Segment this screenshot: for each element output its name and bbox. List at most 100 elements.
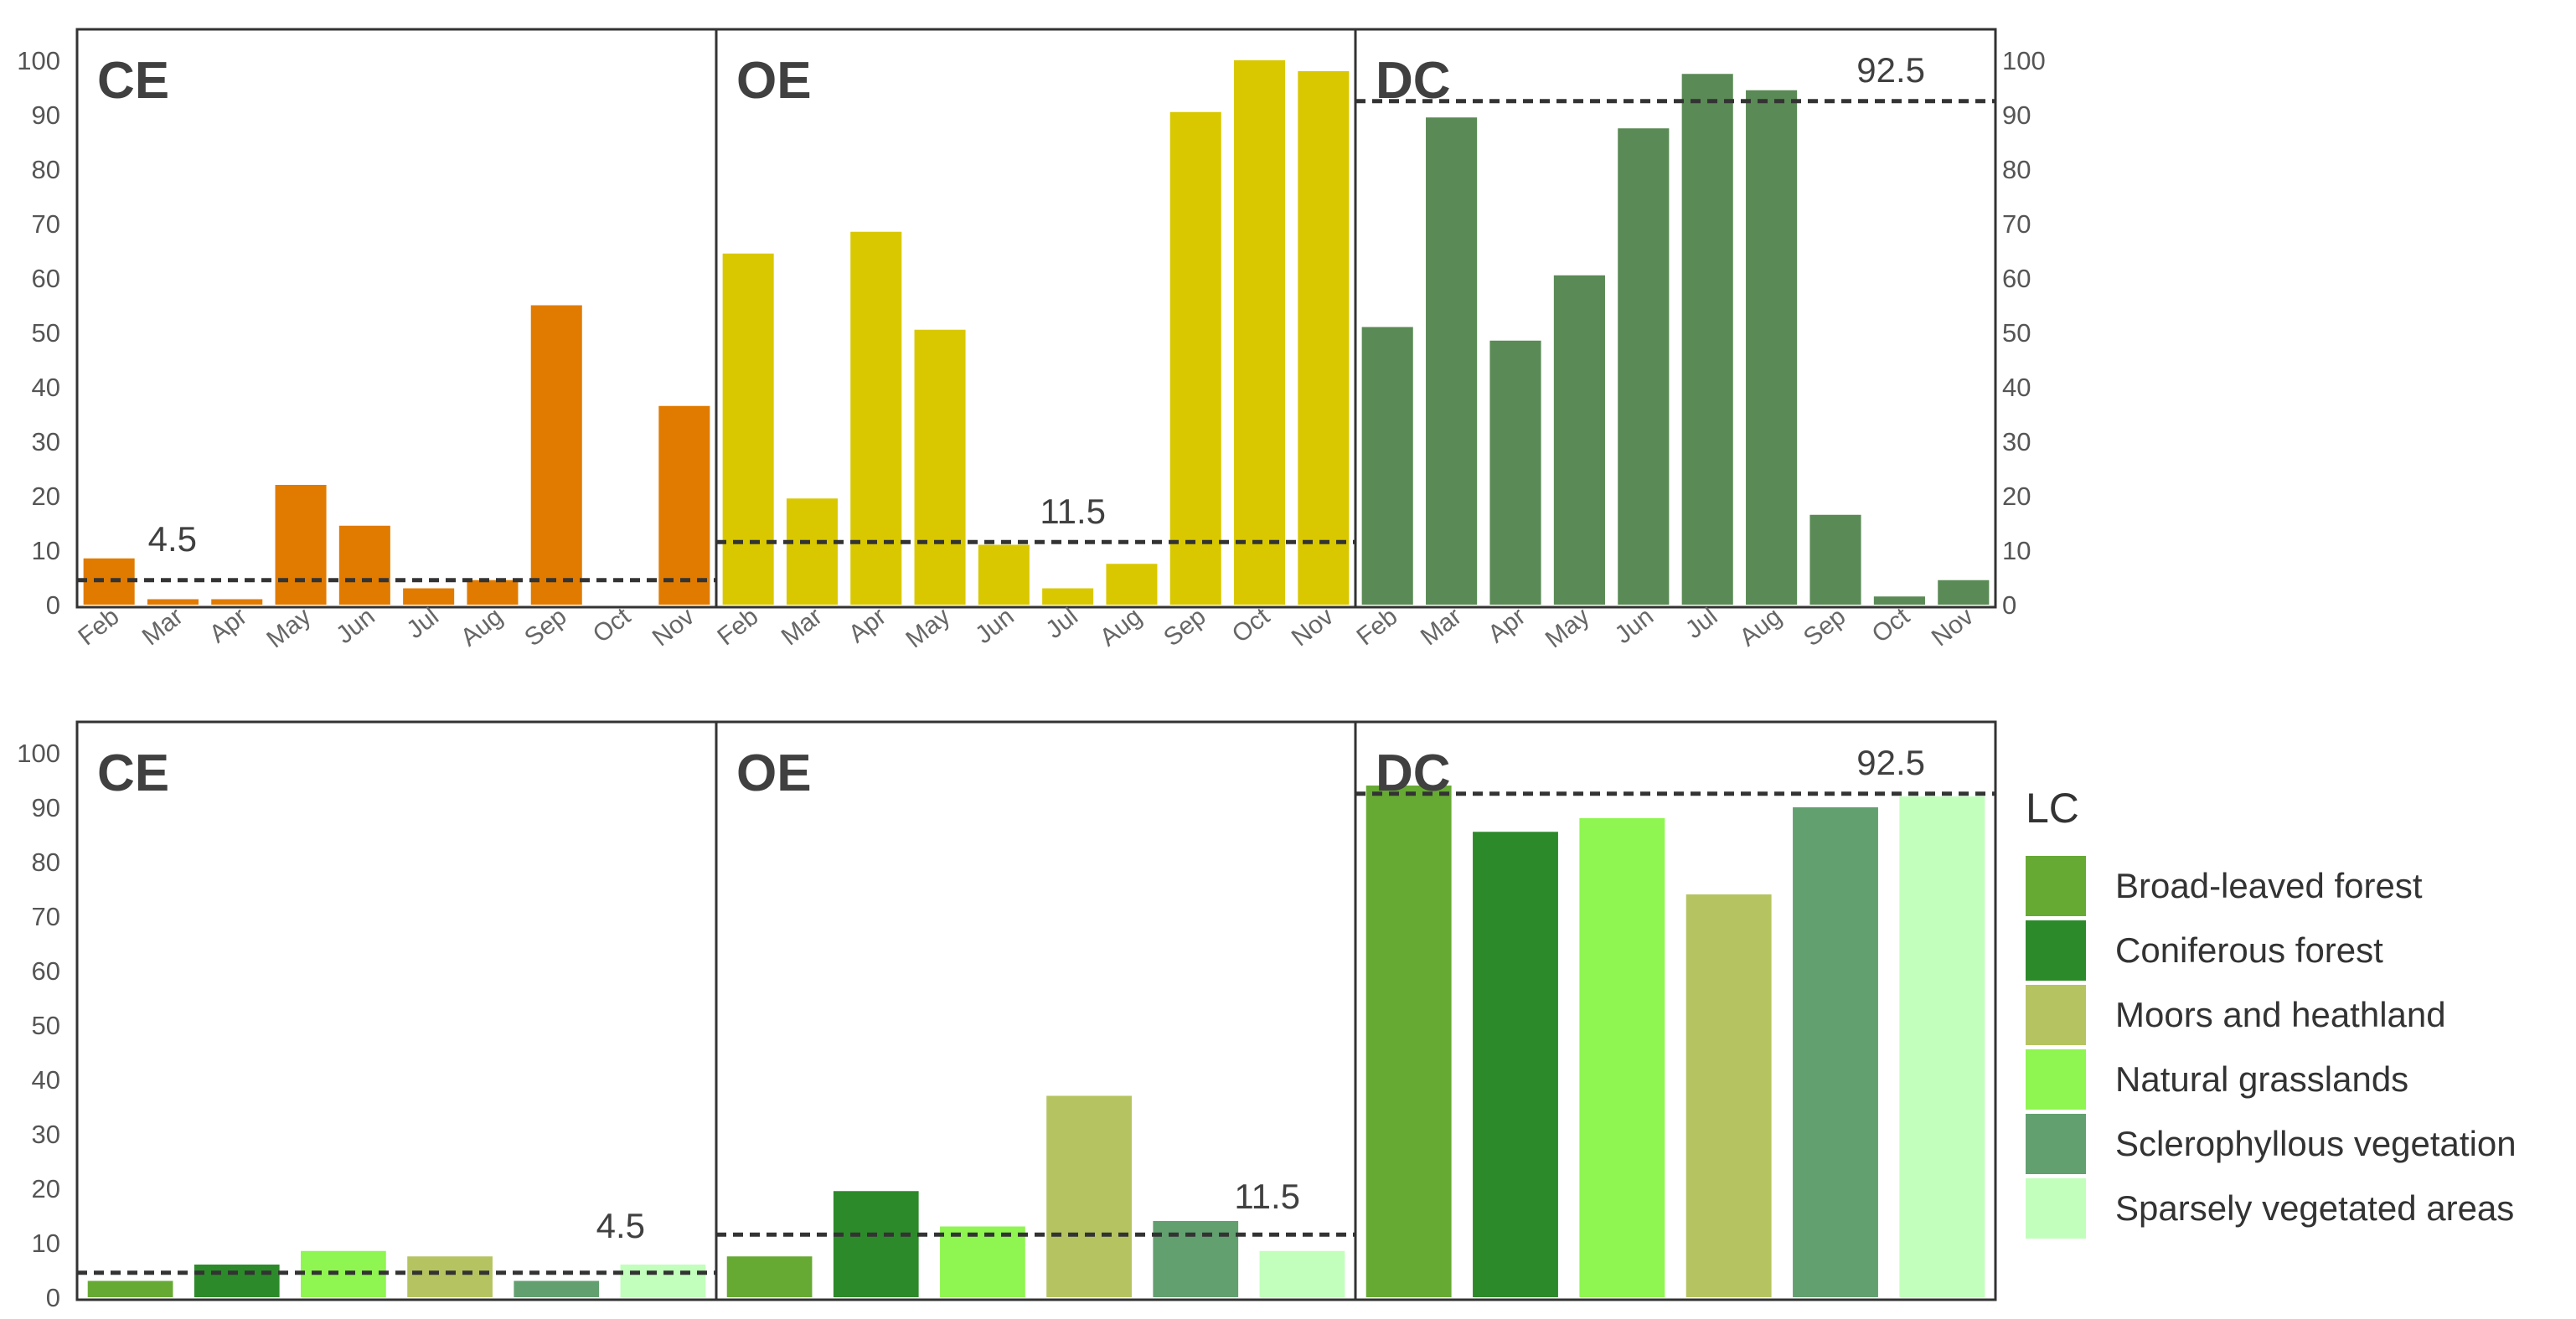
y-tick-label: 70	[32, 209, 60, 239]
bar-ce-aug	[467, 580, 519, 605]
y-tick-label: 20	[32, 482, 60, 511]
y-tick-label: 80	[32, 848, 60, 877]
y-tick-label: 70	[32, 902, 60, 931]
x-tick-label: May	[1541, 603, 1595, 654]
x-tick-label: Nov	[1927, 603, 1979, 652]
bar-ce-nov	[658, 405, 710, 605]
panel-oe-by-land-cover: 11.5 OE	[715, 720, 1357, 1301]
x-tick-label: Sep	[1159, 603, 1211, 652]
legend: LC Broad-leaved forest Coniferous forest M…	[2026, 785, 2517, 1239]
reference-value-label: 92.5	[1856, 50, 1925, 90]
legend-label: Moors and heathland	[2115, 995, 2446, 1034]
legend-label: Natural grasslands	[2115, 1059, 2408, 1099]
y-tick-label: 30	[2002, 427, 2031, 456]
y-tick-label: 90	[32, 793, 60, 822]
reference-value-label: 4.5	[148, 519, 197, 559]
bar-dc-natural-grasslands	[1579, 818, 1665, 1297]
y-tick-label: 0	[46, 1283, 60, 1312]
x-tick-label: Aug	[456, 603, 508, 652]
y-tick-label: 0	[2002, 590, 2016, 620]
bar-dc-may	[1553, 275, 1605, 605]
panel-title: DC	[1376, 52, 1451, 110]
bar-dc-mar	[1426, 117, 1478, 605]
legend-title: LC	[2026, 785, 2079, 832]
y-tick-label: 60	[32, 264, 60, 293]
panel-title: OE	[736, 745, 812, 802]
y-tick-label: 50	[2002, 318, 2031, 348]
x-tick-label: Oct	[588, 602, 637, 648]
y-tick-label: 30	[32, 427, 60, 456]
y-tick-label: 60	[2002, 264, 2031, 293]
x-tick-label: Sep	[1799, 603, 1851, 652]
y-tick-label: 90	[32, 100, 60, 130]
bar-dc-sclerophyllous-vegetation	[1793, 807, 1878, 1297]
x-tick-label: Mar	[1416, 603, 1467, 652]
y-tick-label: 20	[2002, 482, 2031, 511]
x-tick-label: Jul	[1040, 603, 1083, 645]
y-tick-label: 0	[46, 590, 60, 620]
reference-value-label: 4.5	[596, 1206, 645, 1245]
reference-value-label: 11.5	[1040, 492, 1106, 531]
y-tick-label: 100	[17, 739, 60, 768]
bar-oe-natural-grasslands	[940, 1226, 1025, 1297]
bar-dc-coniferous-forest	[1473, 832, 1558, 1297]
bar-oe-nov	[1298, 71, 1350, 605]
bar-ce-may	[275, 485, 327, 605]
bar-oe-may	[914, 329, 966, 605]
bar-ce-broad-leaved-forest	[87, 1280, 173, 1297]
legend-swatch	[2026, 1114, 2086, 1174]
bar-dc-aug	[1746, 90, 1798, 605]
y-tick-label: 20	[32, 1174, 60, 1203]
bottom-row-land-cover-charts: 0 10 20 30 40 50 60 70 80 90 100 4.5 CE 11.5 OE 92.5 DC	[17, 720, 1997, 1312]
bar-dc-sparsely-vegetated-areas	[1899, 796, 1985, 1297]
x-tick-label: Jul	[1680, 603, 1723, 645]
panel-ce-by-land-cover: 4.5 CE	[75, 720, 718, 1301]
left-y-axis: 0 10 20 30 40 50 60 70 80 90 100	[17, 739, 60, 1312]
bar-oe-moors-and-heathland	[1046, 1095, 1132, 1297]
x-tick-label: Apr	[1483, 603, 1531, 649]
legend-swatch	[2026, 856, 2086, 916]
bar-ce-moors-and-heathland	[407, 1256, 493, 1297]
x-tick-label: Jul	[401, 603, 444, 645]
bar-ce-feb	[83, 558, 135, 605]
bar-dc-jul	[1681, 74, 1733, 605]
bar-oe-sclerophyllous-vegetation	[1153, 1221, 1239, 1297]
panel-frame	[1354, 28, 1997, 609]
x-tick-label: Aug	[1735, 603, 1787, 652]
legend-label: Sparsely vegetated areas	[2115, 1188, 2514, 1228]
x-tick-label: May	[261, 603, 316, 654]
panel-title: OE	[736, 52, 812, 110]
bar-dc-nov	[1938, 580, 1990, 605]
y-tick-label: 60	[32, 956, 60, 986]
bar-ce-coniferous-forest	[194, 1265, 280, 1297]
x-tick-label: Feb	[1351, 603, 1402, 652]
bar-oe-jul	[1042, 588, 1094, 605]
y-tick-label: 50	[32, 1011, 60, 1040]
bar-oe-coniferous-forest	[833, 1191, 919, 1297]
bar-dc-apr	[1489, 340, 1541, 605]
panel-title: CE	[97, 745, 169, 802]
bar-ce-sclerophyllous-vegetation	[514, 1280, 600, 1297]
x-tick-label: Apr	[204, 603, 252, 649]
panel-ce-by-month: Feb Mar Apr May Jun Jul Aug Sep Oct Nov 4.5 CE	[73, 28, 718, 654]
x-tick-label: Jun	[331, 603, 379, 650]
bar-oe-broad-leaved-forest	[726, 1256, 813, 1297]
panel-oe-by-month: Feb Mar Apr May Jun Jul Aug Sep Oct Nov 11.5 OE	[712, 28, 1357, 653]
panel-title: CE	[97, 52, 169, 110]
bar-dc-sep	[1809, 514, 1861, 605]
bar-ce-sep	[530, 305, 582, 605]
panel-dc-by-land-cover: 92.5 DC	[1354, 720, 1997, 1301]
reference-value-label: 92.5	[1856, 743, 1925, 782]
bar-dc-feb	[1361, 327, 1413, 605]
bar-ce-mar	[147, 599, 199, 605]
legend-swatch	[2026, 1178, 2086, 1239]
bar-oe-feb	[722, 253, 774, 605]
legend-swatch	[2026, 1049, 2086, 1110]
x-tick-label: Aug	[1095, 603, 1147, 652]
legend-swatch	[2026, 920, 2086, 981]
x-tick-label: Feb	[712, 603, 763, 652]
bar-oe-sparsely-vegetated-areas	[1259, 1250, 1345, 1297]
x-tick-label: Nov	[1287, 603, 1339, 652]
x-tick-label: Feb	[73, 603, 124, 652]
